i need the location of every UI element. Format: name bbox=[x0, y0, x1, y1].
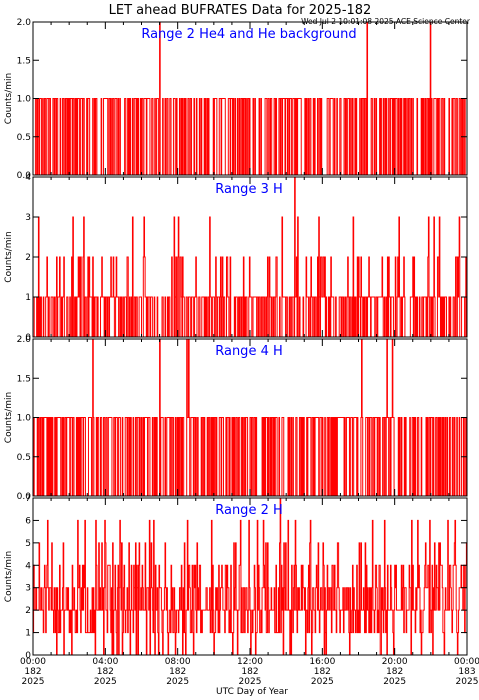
panel-label: Range 2 He4 and He background bbox=[141, 27, 356, 42]
y-tick-label: 0.0 bbox=[17, 171, 32, 181]
y-tick-label: 0.5 bbox=[17, 133, 31, 143]
y-tick-label: 7 bbox=[25, 494, 31, 504]
series-trace bbox=[33, 176, 467, 338]
y-tick-label: 4 bbox=[25, 561, 31, 571]
y-tick-label: 3 bbox=[25, 584, 31, 594]
x-tick-label: 2025 bbox=[94, 677, 117, 687]
panel-label: Range 2 H bbox=[215, 503, 283, 518]
series-trace bbox=[33, 497, 467, 656]
y-tick-label: 2 bbox=[25, 606, 31, 616]
x-tick-label: 183 bbox=[458, 667, 475, 677]
x-tick-label: 04:00 bbox=[92, 657, 118, 667]
x-axis-label: UTC Day of Year bbox=[216, 687, 288, 697]
x-tick-label: 2025 bbox=[239, 677, 262, 687]
x-tick-label: 2025 bbox=[311, 677, 334, 687]
x-tick-label: 08:00 bbox=[165, 657, 191, 667]
y-tick-label: 1.5 bbox=[17, 374, 31, 384]
y-tick-label: 1 bbox=[25, 629, 31, 639]
y-tick-label: 1.0 bbox=[17, 414, 32, 424]
y-tick-label: 0.5 bbox=[17, 453, 31, 463]
figure-title: LET ahead BUFRATES Data for 2025-182 bbox=[109, 3, 372, 18]
y-tick-label: 2.0 bbox=[17, 335, 32, 345]
x-tick-label: 20:00 bbox=[382, 657, 408, 667]
y-axis-label: Counts/min bbox=[4, 392, 14, 443]
x-tick-label: 182 bbox=[314, 667, 331, 677]
y-tick-label: 1.0 bbox=[17, 95, 32, 105]
panel-1: 0.0 0.5 1.0 1.5 2.0 Counts/min Range 2 He4 and… bbox=[4, 18, 468, 181]
x-tick-label: 182 bbox=[24, 667, 41, 677]
x-tick-label: 2025 bbox=[166, 677, 189, 687]
y-tick-label: 0 bbox=[25, 651, 31, 661]
y-axis-label: Counts/min bbox=[4, 73, 14, 124]
y-tick-label: 5 bbox=[25, 539, 31, 549]
x-tick-label: 182 bbox=[386, 667, 403, 677]
y-tick-label: 3 bbox=[25, 213, 31, 223]
x-tick-label: 182 bbox=[97, 667, 114, 677]
x-tick-label: 00:00 bbox=[20, 657, 46, 667]
y-axis-label: Counts/min bbox=[4, 551, 14, 602]
x-tick-label: 182 bbox=[169, 667, 186, 677]
x-tick-label: 00:00 bbox=[454, 657, 479, 667]
panel-label: Range 3 H bbox=[215, 182, 283, 197]
y-tick-label: 1 bbox=[25, 293, 31, 303]
y-tick-label: 4 bbox=[25, 173, 31, 183]
y-tick-label: 1.5 bbox=[17, 56, 31, 66]
y-tick-label: 6 bbox=[25, 516, 31, 526]
x-tick-label: 182 bbox=[241, 667, 258, 677]
panel-4: 0 1 2 3 4 5 6 7 Counts/min Range 2 H bbox=[4, 494, 468, 661]
panels: 0.0 0.5 1.0 1.5 2.0 Counts/min Range 2 He4 and… bbox=[4, 18, 468, 661]
panel-label: Range 4 H bbox=[215, 344, 283, 359]
series-trace bbox=[33, 338, 467, 497]
y-tick-label: 0 bbox=[25, 333, 31, 343]
x-axis-ticks: 00:00182202504:00182202508:00182202512:0… bbox=[20, 657, 479, 687]
panel-3: 0.0 0.5 1.0 1.5 2.0 Counts/min Range 4 H bbox=[4, 335, 468, 502]
series-trace bbox=[33, 21, 467, 176]
x-tick-label: 12:00 bbox=[237, 657, 263, 667]
x-tick-label: 2025 bbox=[383, 677, 406, 687]
y-tick-label: 2.0 bbox=[17, 18, 32, 28]
x-tick-label: 2025 bbox=[456, 677, 479, 687]
x-tick-label: 16:00 bbox=[309, 657, 335, 667]
y-tick-label: 2 bbox=[25, 253, 31, 263]
y-axis-label: Counts/min bbox=[4, 231, 14, 282]
x-tick-label: 2025 bbox=[22, 677, 45, 687]
y-tick-label: 0.0 bbox=[17, 492, 32, 502]
panel-2: 0 1 2 3 4 Counts/min Range 3 H bbox=[4, 173, 468, 343]
